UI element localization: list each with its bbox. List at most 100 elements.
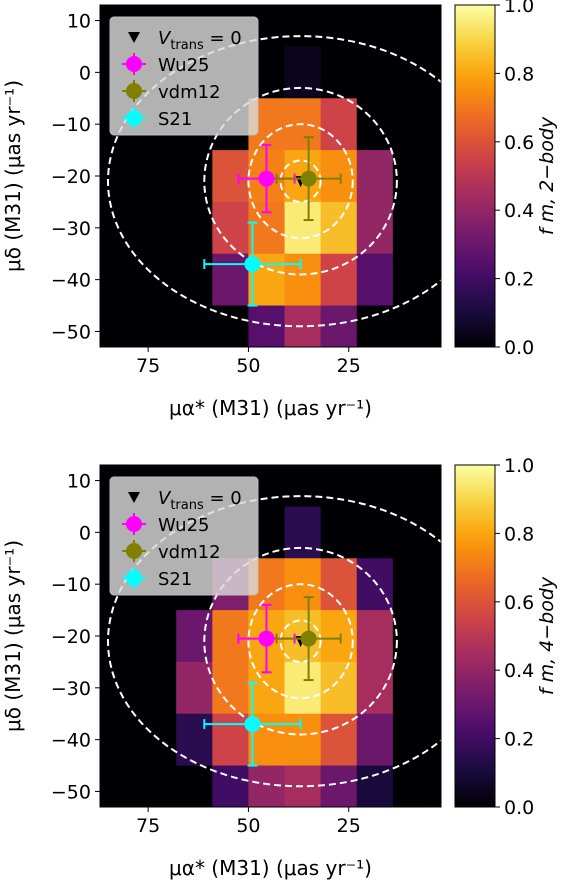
- heatmap-cell: [356, 465, 394, 507]
- heatmap-cell: [392, 713, 441, 767]
- colorbar-tick-label: 0.8: [504, 63, 534, 85]
- contour-ellipse: [203, 546, 398, 736]
- x-axis-label: μα* (M31) (μas yr⁻¹): [169, 396, 372, 420]
- heatmap-cell: [356, 46, 394, 99]
- y-tick-label: −10: [51, 574, 91, 596]
- heatmap-cell: [392, 558, 441, 611]
- heatmap-cell: [100, 713, 141, 767]
- legend-label: Wu25: [158, 515, 209, 536]
- heatmap-cell: [356, 305, 394, 347]
- heatmap-cell: [176, 713, 213, 767]
- heatmap-cell: [176, 661, 213, 715]
- x-tick-label: 50: [236, 815, 260, 837]
- legend-box: [109, 16, 259, 136]
- heatmap-cell: [100, 765, 141, 807]
- heatmap-cell: [392, 5, 441, 47]
- y-tick-label: 0: [79, 522, 91, 544]
- point-marker: [300, 170, 317, 187]
- x-tick-label: 50: [236, 355, 260, 377]
- heatmap-cell: [284, 713, 322, 767]
- heatmap-cell: [284, 506, 322, 559]
- y-axis-label: μδ (M31) (μas yr⁻¹): [1, 540, 25, 732]
- heatmap-cell: [140, 661, 177, 715]
- heatmap-cell: [284, 5, 322, 47]
- heatmap-cell: [284, 46, 322, 99]
- heatmap-cell: [284, 465, 322, 507]
- colorbar: [454, 464, 496, 808]
- colorbar: [454, 4, 496, 348]
- heatmap-cell: [284, 661, 322, 715]
- heatmap-cell: [392, 305, 441, 347]
- colorbar-tick-label: 0.8: [504, 523, 534, 545]
- y-tick-label: −50: [51, 781, 91, 803]
- legend-label: Vtrans = 0: [158, 488, 242, 513]
- panel-bottom: 75 50 25 10 0 −10 −20 −30 −40 −50 μα* (M31) (μas y…: [1, 455, 558, 880]
- point-marker: [258, 170, 275, 187]
- heatmap-cell: [248, 765, 286, 807]
- colorbar-tick-label: 0.0: [504, 797, 534, 819]
- contour-ellipse: [247, 123, 354, 240]
- contour-ellipse: [279, 159, 322, 203]
- heatmap-cell: [140, 765, 177, 807]
- heatmap-cell: [100, 661, 141, 715]
- legend-point-icon: [126, 516, 142, 532]
- legend-label: Vtrans = 0: [158, 28, 242, 53]
- colorbar-label: f m, 2−body: [536, 116, 558, 235]
- heatmap-cell: [140, 305, 177, 347]
- y-tick-label: −30: [51, 678, 91, 700]
- heatmap-cell: [176, 305, 213, 347]
- heatmap-cell: [392, 661, 441, 715]
- heatmap-cell: [392, 150, 441, 203]
- heatmap-cell: [140, 610, 177, 663]
- legend-triangle-icon: [128, 492, 140, 503]
- heatmap-cell: [212, 150, 249, 203]
- data-point-s21: [203, 681, 302, 767]
- point-marker: [244, 716, 261, 733]
- heatmap: [100, 5, 441, 347]
- legend-point-icon: [126, 83, 142, 99]
- heatmap-cell: [176, 765, 213, 807]
- colorbar-tick-label: 0.2: [504, 729, 534, 751]
- heatmap-cell: [356, 150, 394, 203]
- y-tick-label: −10: [51, 114, 91, 136]
- heatmap-cell: [100, 305, 141, 347]
- y-tick-label: −50: [51, 321, 91, 343]
- colorbar-tick-label: 0.6: [504, 592, 534, 614]
- contour-ellipse: [247, 583, 354, 700]
- heatmap-cell: [320, 765, 358, 807]
- heatmap-cell: [284, 253, 322, 307]
- heatmap-cell: [212, 253, 249, 307]
- heatmap-cell: [140, 201, 177, 255]
- heatmap-cell: [356, 713, 394, 767]
- colorbar-tick-label: 0.4: [504, 660, 534, 682]
- heatmap-cell: [392, 46, 441, 99]
- legend-label: vdm12: [158, 82, 221, 103]
- heatmap-cell: [140, 150, 177, 203]
- legend-box: [109, 476, 259, 596]
- colorbar-tick-label: 0.0: [504, 337, 534, 359]
- heatmap-cell: [392, 465, 441, 507]
- heatmap-cell: [212, 765, 249, 807]
- heatmap-cell: [320, 506, 358, 559]
- legend-point-icon: [126, 56, 142, 72]
- x-tick-label: 25: [337, 355, 361, 377]
- heatmap-cell: [176, 253, 213, 307]
- heatmap-cell: [100, 150, 141, 203]
- y-tick-label: 10: [67, 471, 91, 493]
- x-tick-label: 25: [337, 815, 361, 837]
- contour-ellipse: [107, 495, 441, 788]
- heatmap-cell: [356, 5, 394, 47]
- x-tick-label: 75: [136, 355, 160, 377]
- panel-top: 75 50 25 10 0 −10 −20 −30 −40 −50 μα* (M31) (μas y…: [1, 0, 558, 420]
- legend-triangle-icon: [128, 32, 140, 43]
- heatmap-cell: [212, 305, 249, 347]
- heatmap-cell: [320, 661, 358, 715]
- x-axis-label: μα* (M31) (μas yr⁻¹): [169, 856, 372, 880]
- heatmap-cell: [356, 610, 394, 663]
- legend-point-icon: [126, 110, 142, 126]
- y-tick-label: −20: [51, 166, 91, 188]
- legend-label: vdm12: [158, 542, 221, 563]
